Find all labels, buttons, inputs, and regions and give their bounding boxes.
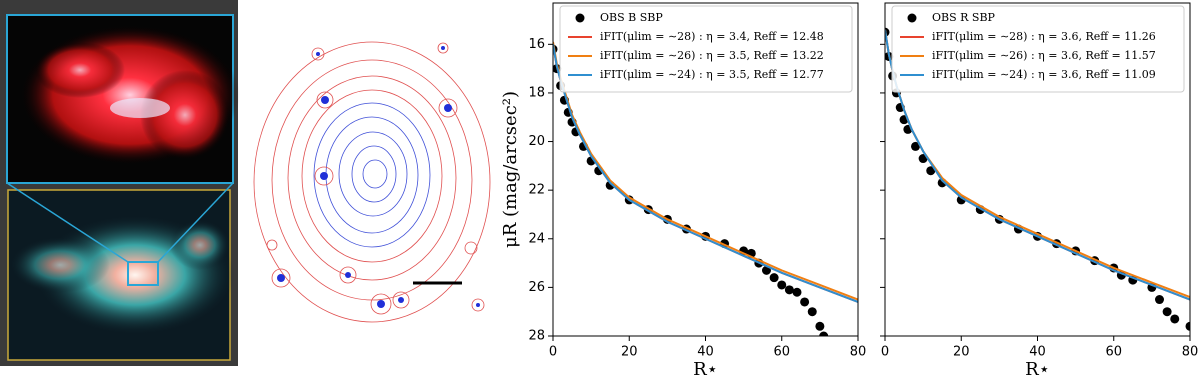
x-axis-label: R⋆ [693,359,718,379]
y-tick-label: 26 [528,280,545,295]
x-tick-label: 80 [1182,345,1199,360]
data-point [784,285,794,295]
x-tick-label: 40 [697,345,714,360]
legend-label: iFIT(μlim = ∼26) : η = 3.5, Reff = 13.22 [600,49,824,62]
data-point [926,166,936,176]
x-tick-label: 80 [850,345,867,360]
contour-panel [253,41,491,323]
data-point [769,273,779,283]
data-point [792,287,802,297]
x-tick-label: 20 [953,345,970,360]
data-point [911,141,920,151]
data-point [815,321,825,331]
legend-label: iFIT(μlim = ∼24) : η = 3.6, Reff = 11.09 [932,68,1156,81]
legend-box [559,5,853,93]
x-tick-label: 60 [1105,345,1122,360]
y-tick-label: 24 [528,231,545,246]
y-tick-label: 16 [528,37,545,52]
y-tick-label: 18 [528,85,545,100]
x-tick-label: 0 [881,345,889,360]
data-point [1155,295,1164,305]
legend-marker [575,13,585,23]
x-tick-label: 40 [1029,345,1046,360]
legend-label: OBS R SBP [932,11,996,24]
x-tick-label: 60 [773,345,790,360]
y-tick-label: 22 [528,183,545,198]
axes-frame [884,2,1191,337]
legend-marker [907,13,917,23]
legend-box [891,5,1185,93]
data-point [762,265,771,275]
data-point [800,297,810,307]
plot: 0 20 40 60 80 16 18 20 22 24 26 28 OBS B SBP iFIT(μli… [500,2,867,379]
x-tick-label: 20 [621,345,638,360]
x-tick-label: 0 [549,345,557,360]
data-point [777,280,787,290]
legend-label: iFIT(μlim = ∼24) : η = 3.5, Reff = 12.77 [600,68,824,81]
data-point [819,331,829,336]
image-panel [0,0,240,366]
legend-label: iFIT(μlim = ∼28) : η = 3.4, Reff = 12.48 [600,30,824,43]
plot: 0 20 40 60 80 OBS R SBP iFIT(μlim = ∼28) : η =… [880,2,1199,379]
data-point [1185,321,1190,331]
data-point [807,307,817,317]
y-tick-label: 28 [528,329,545,344]
legend-label: OBS B SBP [600,11,663,24]
data-point [1170,314,1180,324]
y-tick-label: 20 [528,134,545,149]
legend-label: iFIT(μlim = ∼26) : η = 3.6, Reff = 11.57 [932,49,1156,62]
legend-label: iFIT(μlim = ∼28) : η = 3.6, Reff = 11.26 [932,30,1156,43]
axes-frame [552,2,859,337]
y-axis-label: μR (mag/arcsec²) [500,91,521,248]
data-point [1162,307,1172,317]
x-axis-label: R⋆ [1025,359,1050,379]
